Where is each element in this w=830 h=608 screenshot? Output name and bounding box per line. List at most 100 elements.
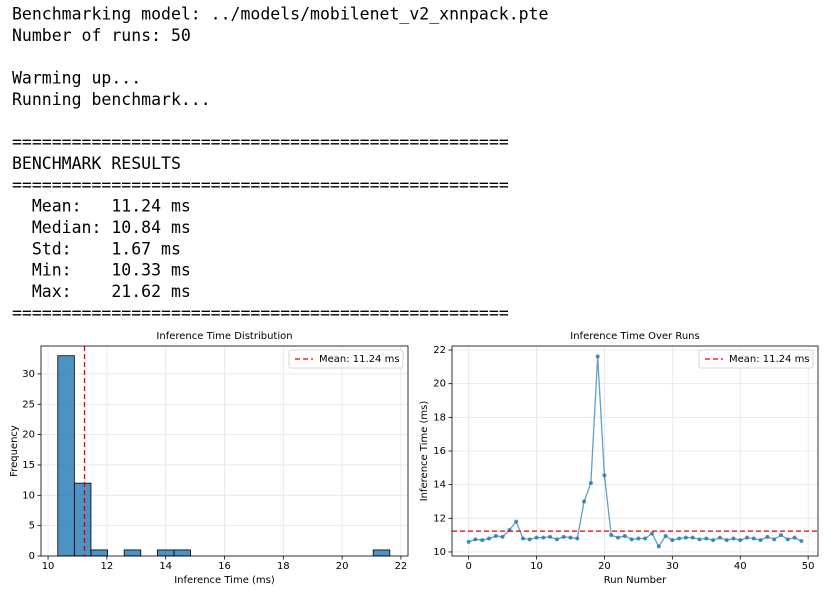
- line-marker: [649, 531, 654, 536]
- y-tick-label: 0: [29, 551, 35, 562]
- y-tick-label: 20: [433, 379, 446, 390]
- line-marker: [704, 536, 709, 541]
- line-marker: [616, 535, 621, 540]
- console-line: Min: 10.33 ms: [12, 261, 191, 280]
- line-marker: [792, 535, 797, 540]
- x-tick-label: 22: [395, 561, 408, 572]
- y-tick-label: 16: [433, 446, 446, 457]
- line-marker: [711, 538, 716, 543]
- line-marker: [663, 533, 668, 538]
- y-tick-label: 12: [433, 513, 446, 524]
- console-line: Median: 10.84 ms: [12, 218, 191, 237]
- y-tick-label: 30: [22, 369, 35, 380]
- line-marker: [609, 533, 614, 538]
- line-marker: [724, 538, 729, 543]
- y-axis-label: Frequency: [9, 425, 20, 477]
- line-marker: [534, 535, 539, 540]
- line-marker: [778, 533, 783, 538]
- x-axis-label: Run Number: [604, 575, 667, 586]
- line-marker: [738, 538, 743, 543]
- histogram-bar: [73, 482, 92, 557]
- console-line: ========================================…: [12, 175, 509, 194]
- x-tick-label: 10: [42, 561, 55, 572]
- line-marker: [561, 534, 566, 539]
- line-marker: [514, 519, 519, 524]
- y-axis-label: Inference Time (ms): [419, 401, 430, 502]
- console-line: Mean: 11.24 ms: [12, 197, 191, 216]
- console-line: Max: 21.62 ms: [12, 282, 191, 301]
- axes-frame: [451, 345, 819, 557]
- line-marker: [520, 536, 525, 541]
- line-marker: [656, 544, 661, 549]
- line-marker: [690, 535, 695, 540]
- line-marker: [554, 537, 559, 542]
- x-tick-label: 18: [277, 561, 290, 572]
- histogram-bar: [372, 549, 391, 557]
- y-tick-label: 10: [433, 547, 446, 558]
- console-line: Number of runs: 50: [12, 26, 191, 45]
- chart-title: Inference Time Distribution: [156, 331, 292, 342]
- line-marker: [683, 535, 688, 540]
- line-marker: [622, 533, 627, 538]
- histogram-bar: [156, 549, 175, 557]
- axes-frame: [40, 345, 409, 557]
- line-marker: [785, 537, 790, 542]
- y-tick-label: 18: [433, 412, 446, 423]
- line-marker: [541, 535, 546, 540]
- histogram-bar: [173, 549, 191, 557]
- line-marker: [799, 539, 804, 544]
- histogram-bar: [123, 549, 142, 557]
- y-tick-label: 25: [22, 399, 35, 410]
- y-tick-label: 15: [22, 460, 35, 471]
- x-tick-label: 14: [159, 561, 172, 572]
- console-line: Warming up...: [12, 69, 141, 88]
- line-marker: [772, 537, 777, 542]
- histogram-bar: [57, 355, 75, 557]
- line-marker: [487, 536, 492, 541]
- y-tick-label: 22: [433, 345, 446, 356]
- histogram-bar: [90, 549, 108, 557]
- console-line: BENCHMARK RESULTS: [12, 154, 181, 173]
- x-tick-label: 20: [336, 561, 349, 572]
- y-tick-label: 5: [29, 521, 35, 532]
- line-marker: [568, 535, 573, 540]
- line-marker: [758, 538, 763, 543]
- legend-box: [288, 349, 404, 369]
- console-line: Running benchmark...: [12, 90, 211, 109]
- line-marker: [602, 473, 607, 478]
- x-axis-label: Inference Time (ms): [174, 575, 275, 586]
- x-tick-label: 16: [218, 561, 231, 572]
- legend-label: Mean: 11.24 ms: [729, 354, 810, 365]
- line-marker: [493, 533, 498, 538]
- line-marker: [731, 536, 736, 541]
- chart-title: Inference Time Over Runs: [570, 331, 699, 342]
- line-marker: [765, 534, 770, 539]
- x-tick-label: 10: [530, 561, 543, 572]
- line-marker: [717, 535, 722, 540]
- x-tick-label: 20: [598, 561, 611, 572]
- line-marker: [582, 499, 587, 504]
- line-marker: [697, 537, 702, 542]
- x-tick-label: 30: [666, 561, 679, 572]
- console-line: Std: 1.67 ms: [12, 239, 181, 258]
- x-tick-label: 12: [101, 561, 114, 572]
- y-tick-label: 14: [433, 480, 446, 491]
- console-line: ========================================…: [12, 133, 509, 152]
- line-marker: [473, 537, 478, 542]
- line-marker: [745, 535, 750, 540]
- line-marker: [677, 536, 682, 541]
- line-marker: [500, 534, 505, 539]
- console-line: Benchmarking model: ../models/mobilenet_…: [12, 5, 548, 24]
- x-tick-label: 0: [465, 561, 471, 572]
- line-marker: [480, 538, 485, 543]
- x-tick-label: 50: [802, 561, 815, 572]
- line-marker: [629, 537, 634, 542]
- line-marker: [643, 536, 648, 541]
- line-marker: [575, 536, 580, 541]
- legend-box: [698, 349, 814, 369]
- line-marker: [548, 534, 553, 539]
- line-marker: [636, 536, 641, 541]
- line-marker: [527, 537, 532, 542]
- line-marker: [670, 538, 675, 543]
